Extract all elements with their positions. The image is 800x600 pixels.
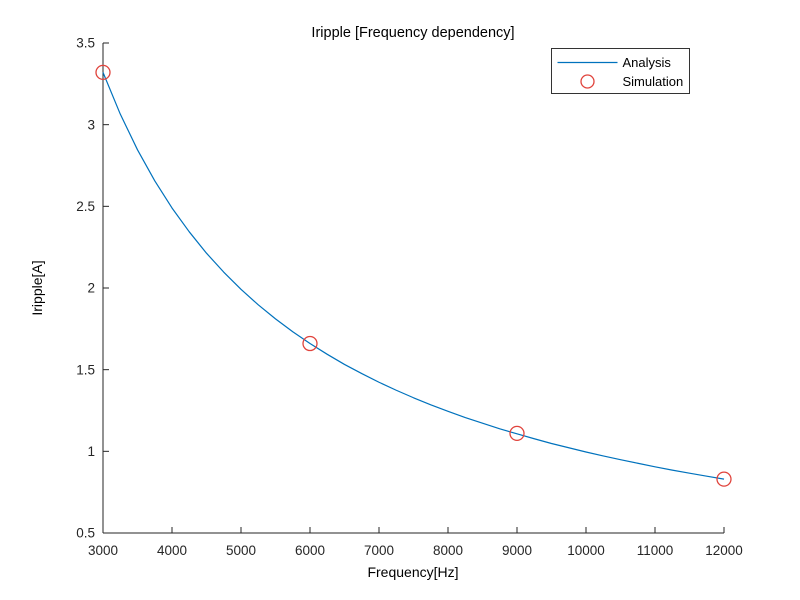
- x-tick-label: 9000: [502, 543, 532, 558]
- legend-box: [551, 48, 690, 94]
- chart-title: Iripple [Frequency dependency]: [311, 25, 514, 41]
- x-tick-label: 10000: [567, 543, 605, 558]
- y-tick-label: 0.5: [76, 526, 95, 541]
- y-tick-label: 3: [87, 117, 95, 132]
- series-layer: [95, 64, 732, 487]
- y-tick-label: 3.5: [76, 36, 95, 51]
- x-tick-label: 3000: [88, 543, 118, 558]
- x-tick-label: 8000: [433, 543, 463, 558]
- x-tick-label: 11000: [637, 543, 674, 558]
- y-tick-label: 1: [87, 444, 95, 459]
- simulation-marker: [509, 425, 525, 442]
- y-tick-label: 2: [87, 281, 95, 296]
- x-tick-label: 7000: [364, 543, 394, 558]
- simulation-marker: [716, 471, 732, 487]
- legend-layer: Analysis Simulation: [551, 48, 690, 94]
- y-tick-label: 2.5: [76, 199, 95, 214]
- x-tick-label: 4000: [157, 543, 187, 558]
- x-tick-label: 6000: [295, 543, 325, 558]
- simulation-marker: [302, 335, 318, 352]
- y-tick-label: 1.5: [76, 362, 95, 377]
- legend-label-analysis: Analysis: [623, 55, 672, 70]
- y-axis-label: Iripple[A]: [29, 260, 45, 315]
- x-axis-label: Frequency[Hz]: [367, 564, 458, 580]
- simulation-marker: [95, 64, 111, 81]
- axes-layer: 3000 4000 5000 6000 7000 8000 9000 10000 11000 12…: [76, 36, 743, 558]
- legend-circle-sample: [580, 74, 595, 89]
- x-tick-label: 5000: [226, 543, 256, 558]
- legend-label-simulation: Simulation: [623, 74, 684, 89]
- analysis-line: [102, 72, 725, 480]
- x-tick-label: 12000: [705, 543, 743, 558]
